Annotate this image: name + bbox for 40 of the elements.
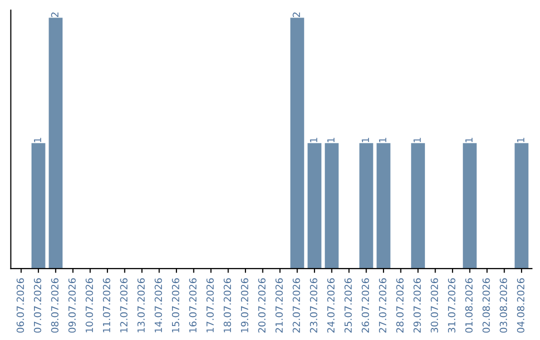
x-tick-label: 03.08.2026: [500, 278, 508, 333]
data-label: 1: [465, 138, 472, 142]
data-label: 1: [34, 138, 42, 142]
x-tick-label: 07.07.2026: [34, 278, 42, 333]
x-tick-label: 22.07.2026: [292, 278, 300, 333]
x-tick-label: 31.07.2026: [448, 278, 456, 333]
data-label: 1: [517, 138, 524, 142]
x-tick-label: 29.07.2026: [413, 278, 421, 333]
data-label: 1: [310, 138, 318, 142]
x-tick-label: 13.07.2026: [137, 278, 145, 332]
data-label: 1: [414, 138, 421, 142]
x-tick-label: 18.07.2026: [224, 278, 232, 332]
x-tick-label: 26.07.2026: [362, 278, 370, 333]
x-tick-label: 09.07.2026: [68, 278, 76, 333]
x-tick-label: 08.07.2026: [51, 278, 58, 333]
x-tick-label: 17.07.2026: [206, 278, 214, 332]
x-tick-label: 24.07.2026: [327, 278, 335, 333]
x-tick-label: 11.07.2026: [102, 278, 110, 332]
x-tick-label: 02.08.2026: [482, 278, 490, 333]
x-tick-label: 19.07.2026: [240, 278, 248, 332]
x-tick-label: 12.07.2026: [120, 278, 128, 332]
x-tick-label: 10.07.2026: [86, 278, 93, 332]
x-tick-label: 21.07.2026: [275, 278, 283, 333]
data-label: 1: [327, 138, 334, 142]
x-tick-label: 30.07.2026: [430, 278, 438, 333]
data-label: 1: [379, 138, 386, 142]
x-tick-label: 28.07.2026: [396, 278, 404, 333]
data-label: 2: [292, 12, 300, 18]
x-tick-label: 27.07.2026: [378, 278, 386, 333]
x-tick-label: 20.07.2026: [258, 278, 266, 333]
x-tick-label: 01.08.2026: [465, 278, 473, 333]
data-label: 2: [51, 12, 58, 18]
x-tick-label: 25.07.2026: [344, 278, 352, 333]
x-tick-label: 16.07.2026: [189, 278, 197, 332]
x-tick-label: 23.07.2026: [310, 278, 318, 333]
x-tick-label: 06.07.2026: [16, 278, 24, 333]
data-label: 1: [362, 138, 369, 142]
x-tick-label: 04.08.2026: [517, 278, 524, 333]
x-tick-label: 15.07.2026: [172, 278, 180, 332]
x-tick-label: 14.07.2026: [154, 278, 162, 332]
